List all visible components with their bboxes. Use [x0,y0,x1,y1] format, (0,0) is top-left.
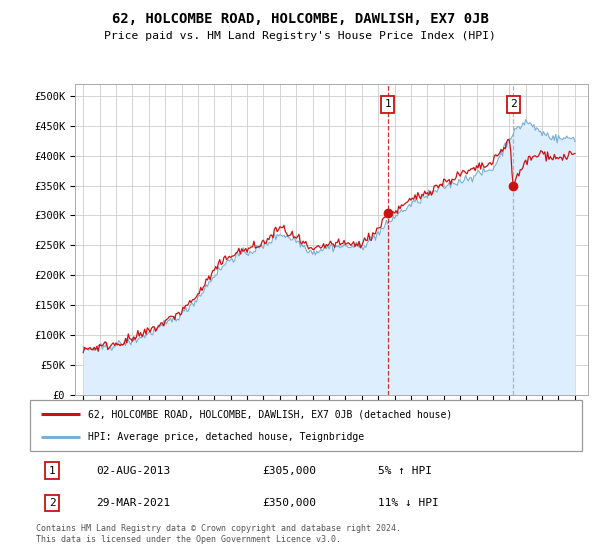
Text: 29-MAR-2021: 29-MAR-2021 [96,498,170,508]
Text: 02-AUG-2013: 02-AUG-2013 [96,466,170,476]
FancyBboxPatch shape [30,400,582,451]
Text: Price paid vs. HM Land Registry's House Price Index (HPI): Price paid vs. HM Land Registry's House … [104,31,496,41]
Text: 62, HOLCOMBE ROAD, HOLCOMBE, DAWLISH, EX7 0JB (detached house): 62, HOLCOMBE ROAD, HOLCOMBE, DAWLISH, EX… [88,409,452,419]
Text: £350,000: £350,000 [262,498,316,508]
Text: 1: 1 [49,466,55,476]
Text: 1: 1 [385,99,391,109]
Text: 5% ↑ HPI: 5% ↑ HPI [378,466,432,476]
Text: Contains HM Land Registry data © Crown copyright and database right 2024.
This d: Contains HM Land Registry data © Crown c… [35,524,401,544]
Text: HPI: Average price, detached house, Teignbridge: HPI: Average price, detached house, Teig… [88,432,364,442]
Text: 2: 2 [510,99,517,109]
Text: £305,000: £305,000 [262,466,316,476]
Text: 2: 2 [49,498,55,508]
Text: 62, HOLCOMBE ROAD, HOLCOMBE, DAWLISH, EX7 0JB: 62, HOLCOMBE ROAD, HOLCOMBE, DAWLISH, EX… [112,12,488,26]
Text: 11% ↓ HPI: 11% ↓ HPI [378,498,439,508]
